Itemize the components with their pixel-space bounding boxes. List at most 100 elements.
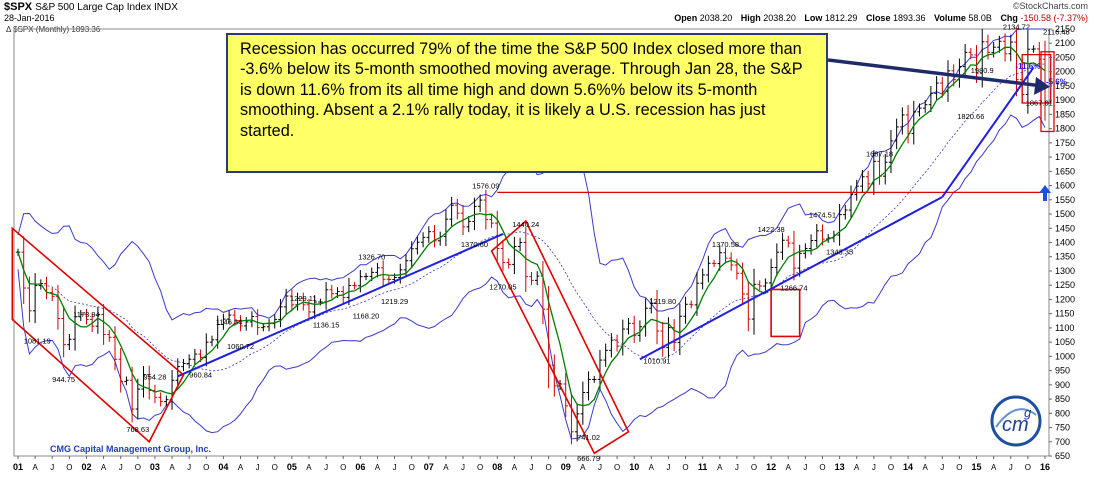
ohlc-bar bbox=[306, 298, 312, 318]
price-annotation: 1440.24 bbox=[512, 220, 539, 229]
x-tick-label: J bbox=[256, 463, 260, 472]
x-tick-label: 07 bbox=[424, 462, 434, 472]
ohlc-bar bbox=[209, 335, 215, 347]
pointer-arrowhead bbox=[1034, 76, 1050, 95]
ohlc-bar bbox=[654, 289, 660, 345]
price-annotation: 1219.29 bbox=[381, 297, 408, 306]
y-tick-label: 1500 bbox=[1055, 209, 1075, 219]
bear-channel-2008-2009 bbox=[490, 219, 630, 455]
ohlc-bar bbox=[609, 333, 614, 358]
ohlc-bar bbox=[1014, 29, 1019, 97]
ohlc-bar bbox=[529, 271, 534, 286]
ohlc-bar bbox=[603, 343, 608, 367]
high-value: 2038.20 bbox=[763, 13, 796, 23]
ohlc-bar bbox=[723, 247, 728, 264]
y-tick-label: 1700 bbox=[1055, 152, 1075, 162]
ohlc-bar bbox=[409, 241, 414, 269]
price-annotation: 1168.20 bbox=[353, 311, 380, 320]
x-tick-label: 06 bbox=[355, 462, 365, 472]
ohlc-bar bbox=[814, 224, 819, 248]
ohlc-bar bbox=[957, 58, 962, 88]
y-tick-label: 2000 bbox=[1055, 67, 1075, 77]
ohlc-bar bbox=[517, 237, 523, 252]
x-tick-label: 10 bbox=[629, 462, 639, 472]
x-tick-label: 13 bbox=[835, 462, 845, 472]
x-tick-label: A bbox=[375, 463, 381, 472]
x-tick-label: A bbox=[443, 463, 449, 472]
ohlc-bar bbox=[808, 234, 814, 255]
price-annotation: 1370.58 bbox=[712, 240, 739, 249]
x-tick-label: J bbox=[530, 463, 534, 472]
price-annotation: 1867.01 bbox=[1026, 99, 1053, 108]
y-tick-label: 1200 bbox=[1055, 294, 1075, 304]
x-tick-label: O bbox=[819, 463, 825, 472]
pointer-arrow bbox=[827, 58, 1043, 88]
x-tick-label: O bbox=[888, 463, 894, 472]
price-annotation: 768.63 bbox=[126, 425, 149, 434]
ohlc-bar bbox=[922, 100, 928, 113]
correction-box-2015 bbox=[1021, 53, 1052, 104]
ohlc-bar bbox=[626, 317, 631, 335]
brand-link[interactable]: ©StockCharts.com bbox=[1012, 1, 1088, 11]
y-tick-label: 1800 bbox=[1055, 124, 1075, 134]
ohlc-bar bbox=[746, 281, 751, 332]
ohlc-bar bbox=[706, 255, 711, 283]
y-tick-label: 2050 bbox=[1055, 52, 1075, 62]
ohlc-bar bbox=[55, 285, 61, 330]
x-tick-label: 14 bbox=[903, 462, 913, 472]
price-annotation: 1576.09 bbox=[472, 181, 499, 190]
ohlc-bar bbox=[620, 319, 625, 356]
ohlc-bar bbox=[244, 317, 249, 331]
price-annotation: 1219.80 bbox=[649, 297, 676, 306]
ohlc-bar bbox=[689, 300, 694, 309]
five-month-moving-average bbox=[17, 46, 1046, 407]
ohlc-bar bbox=[586, 371, 591, 401]
ohlc-bar bbox=[500, 240, 506, 271]
x-tick-label: A bbox=[717, 463, 723, 472]
price-annotation: 1980.9 bbox=[971, 66, 994, 75]
ohlc-bar bbox=[289, 289, 295, 312]
x-tick-label: A bbox=[101, 463, 107, 472]
ohlc-bar bbox=[477, 194, 483, 212]
x-tick-label: J bbox=[393, 463, 397, 472]
ohlc-bar bbox=[512, 236, 517, 275]
x-tick-label: 12 bbox=[766, 462, 776, 472]
ohlc-bar bbox=[67, 333, 72, 351]
x-tick-label: J bbox=[119, 463, 123, 472]
ohlc-bar bbox=[574, 404, 580, 442]
lower-envelope bbox=[17, 114, 1046, 440]
price-annotation: 666.79 bbox=[577, 454, 600, 463]
long-moving-average bbox=[17, 63, 1046, 372]
ohlc-bar bbox=[352, 281, 357, 290]
ohlc-bar bbox=[694, 272, 700, 316]
ohlc-bar bbox=[329, 284, 335, 299]
ohlc-bar bbox=[380, 260, 386, 287]
watermark-text: CMG Capital Management Group, Inc. bbox=[50, 444, 211, 454]
price-annotation: 1229.11 bbox=[290, 294, 317, 303]
ohlc-bar bbox=[751, 268, 757, 335]
y-tick-label: 1250 bbox=[1055, 280, 1075, 290]
ohlc-bar bbox=[786, 235, 791, 248]
x-tick-label: J bbox=[461, 463, 465, 472]
x-tick-label: O bbox=[751, 463, 757, 472]
x-tick-label: O bbox=[545, 463, 551, 472]
close-value: 1893.36 bbox=[892, 13, 926, 23]
ohlc-bar bbox=[124, 376, 129, 386]
ohlc-bar bbox=[717, 245, 722, 271]
chart-overlays bbox=[11, 46, 1055, 455]
x-tick-label: O bbox=[203, 463, 209, 472]
x-tick-label: J bbox=[598, 463, 602, 472]
bear-channel-2001-2003 bbox=[11, 226, 185, 444]
y-tick-label: 650 bbox=[1055, 451, 1070, 461]
ohlc-bar bbox=[934, 76, 939, 101]
y-tick-label: 1400 bbox=[1055, 238, 1075, 248]
price-annotation: 954.28 bbox=[143, 372, 166, 381]
trend-line-2010-2014 bbox=[639, 196, 943, 361]
trend-line-2014-2015 bbox=[941, 66, 1035, 198]
chg-label: Chg bbox=[1000, 13, 1018, 23]
price-annotation: 1081.19 bbox=[24, 336, 51, 345]
x-tick-label: A bbox=[786, 463, 792, 472]
ohlc-bar bbox=[432, 225, 437, 248]
x-tick-label: O bbox=[409, 463, 415, 472]
